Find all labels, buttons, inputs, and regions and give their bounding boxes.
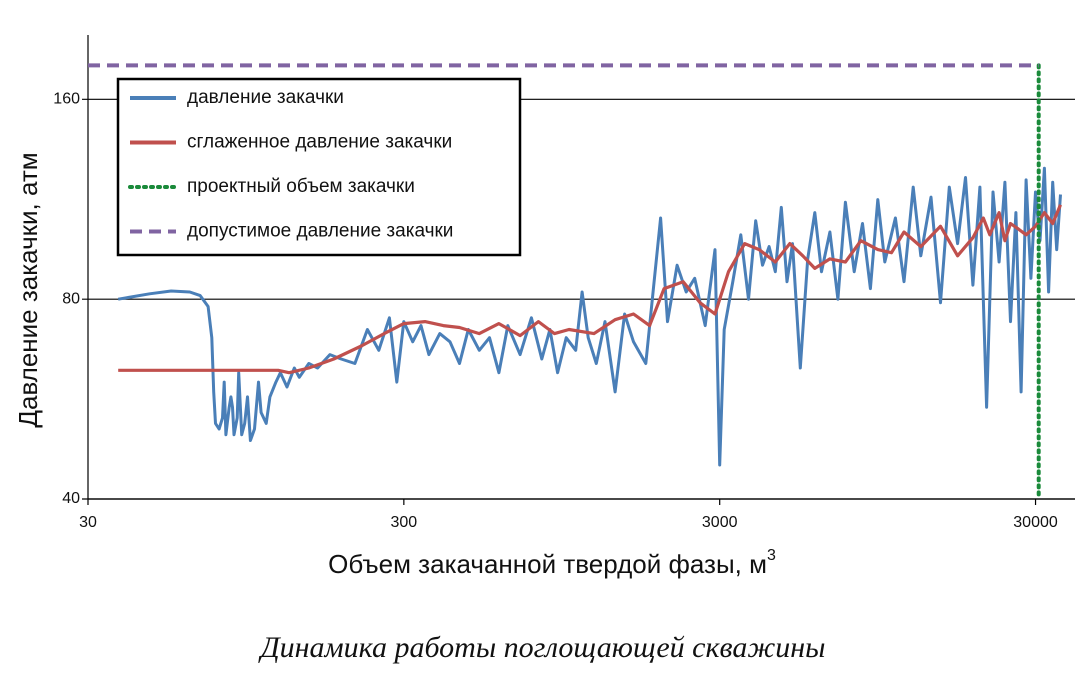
legend: давление закачки сглаженное давление зака… [116, 77, 522, 257]
y-tick-label: 160 [53, 91, 80, 108]
y-tick-label: 40 [62, 490, 80, 507]
x-tick-label: 300 [390, 514, 417, 531]
legend-label: допустимое давление закачки [187, 221, 453, 242]
caption: Динамика работы поглощающей скважины [258, 631, 826, 664]
legend-label: сглаженное давление закачки [187, 132, 452, 153]
y-axis-label: Давление закачки, атм [13, 152, 43, 427]
x-tick-label: 30000 [1013, 514, 1058, 531]
x-axis-label-main: Объем закачанной твердой фазы, м [328, 549, 767, 579]
x-axis-label: Объем закачанной твердой фазы, м3 [328, 547, 776, 579]
legend-label: давление закачки [187, 87, 344, 108]
x-tick-label: 3000 [702, 514, 738, 531]
x-axis-label-sup: 3 [767, 547, 776, 564]
legend-label: проектный объем закачки [187, 176, 415, 197]
legend-box [116, 77, 522, 257]
data-line [118, 204, 1062, 375]
data-line [117, 166, 1062, 467]
y-tick-label: 80 [62, 290, 80, 307]
x-tick-label: 30 [79, 514, 97, 531]
